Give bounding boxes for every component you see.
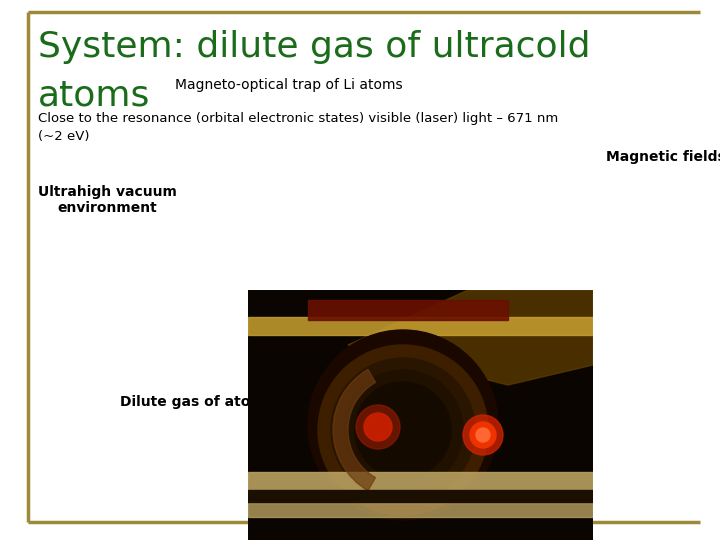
Text: ❖  “  ▐□□   μΘ: ❖ “ ▐□□ μΘ [390,427,481,440]
Text: atoms: atoms [472,390,518,403]
Bar [248,503,593,517]
Text: 3: 3 [546,402,552,412]
Circle shape [476,428,490,442]
Circle shape [463,415,503,455]
Text: Ultrahigh vacuum
environment: Ultrahigh vacuum environment [38,185,177,215]
Circle shape [356,405,400,449]
Text: Dilute gas of atoms:: Dilute gas of atoms: [120,395,279,409]
Circle shape [355,382,451,478]
Text: 8: 8 [464,385,470,395]
Circle shape [308,330,498,520]
Wedge shape [333,369,376,491]
Text: System: dilute gas of ultracold: System: dilute gas of ultracold [38,30,590,64]
Text: Magnetic fields: Magnetic fields [606,150,720,164]
Text: Magneto-optical trap of Li atoms: Magneto-optical trap of Li atoms [175,78,402,92]
Circle shape [364,413,392,441]
Text: atoms/cm: atoms/cm [454,408,524,421]
Text: N ~ 5x10: N ~ 5x10 [390,390,453,403]
Circle shape [331,358,475,502]
Polygon shape [348,290,593,385]
Bar [248,472,593,490]
Text: n ~ 10: n ~ 10 [390,408,435,421]
Circle shape [470,422,496,448]
Circle shape [318,345,488,515]
Text: (~2 eV): (~2 eV) [38,130,89,143]
Bar [308,300,508,320]
Bar [248,317,593,335]
Circle shape [343,370,463,490]
Bar [248,490,593,502]
Text: Dissipative trap: Dissipative trap [368,372,492,386]
Text: Close to the resonance (orbital electronic states) visible (laser) light – 671 n: Close to the resonance (orbital electron… [38,112,558,125]
Text: 10: 10 [438,402,450,412]
Text: atoms: atoms [38,78,150,112]
